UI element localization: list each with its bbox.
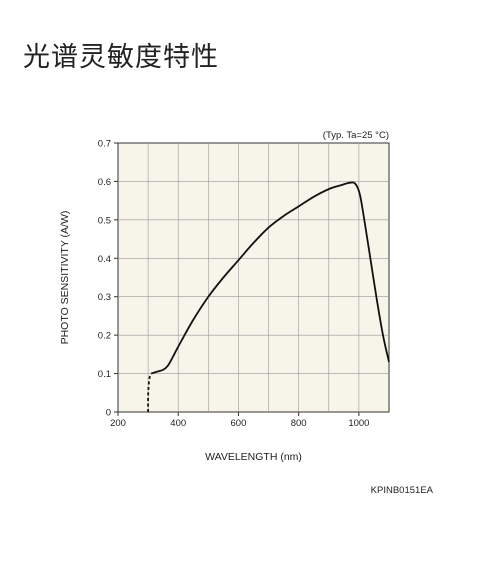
x-tick-label: 1000 xyxy=(348,418,369,429)
sensitivity-curve xyxy=(150,181,390,375)
document-code: KPINB0151EA xyxy=(370,485,433,496)
chart-series xyxy=(147,181,390,413)
x-tick-label: 400 xyxy=(170,418,186,429)
page-title: 光谱灵敏度特性 xyxy=(23,42,219,73)
y-tick-label: 0.1 xyxy=(98,369,111,380)
y-tick-label: 0.6 xyxy=(98,177,111,188)
axis-ticks: 200 400 600 800 1000 0 0.1 0.2 0.3 0.4 0.5 0.6 0.7 xyxy=(98,139,370,430)
chart-grid xyxy=(118,143,389,412)
x-tick-label: 600 xyxy=(231,418,247,429)
y-tick-label: 0.7 xyxy=(98,139,111,150)
y-tick-label: 0.5 xyxy=(98,215,111,226)
y-tick-label: 0.3 xyxy=(98,292,111,303)
y-tick-label: 0 xyxy=(106,408,111,419)
x-tick-label: 200 xyxy=(110,418,126,429)
x-tick-label: 800 xyxy=(291,418,307,429)
y-axis-label: PHOTO SENSITIVITY (A/W) xyxy=(59,211,71,345)
y-tick-label: 0.4 xyxy=(98,254,111,265)
x-axis-label: WAVELENGTH (nm) xyxy=(205,451,302,463)
y-tick-label: 0.2 xyxy=(98,331,111,342)
plot-area xyxy=(117,142,390,413)
chart-note: (Typ. Ta=25 °C) xyxy=(323,130,389,141)
